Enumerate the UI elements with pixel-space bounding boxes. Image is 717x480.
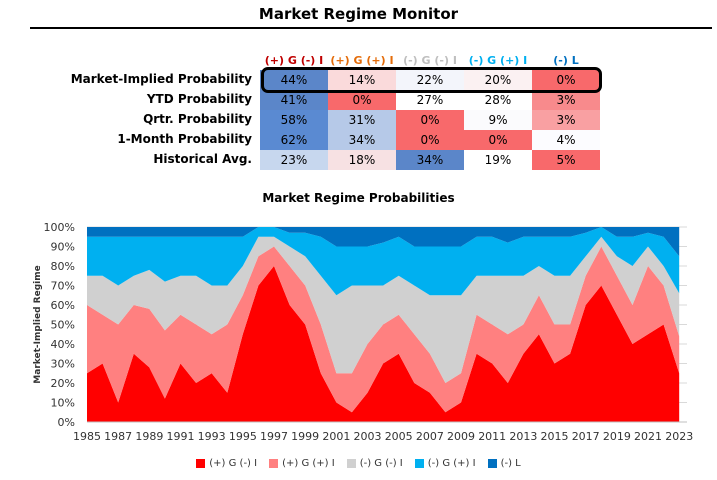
legend-label: (-) G (-) I (359, 458, 403, 469)
table-cell: 0% (396, 110, 464, 130)
table-cell: 0% (532, 70, 600, 90)
row-label: 1-Month Probability (117, 132, 252, 146)
table-cell: 23% (260, 150, 328, 170)
legend-label: (+) G (+) I (282, 458, 335, 469)
y-tick-label: 30% (51, 358, 75, 371)
y-tick-label: 80% (51, 260, 75, 273)
table-cell: 20% (464, 70, 532, 90)
y-tick-label: 90% (51, 241, 75, 254)
x-tick-label: 2009 (447, 430, 475, 443)
area-series-0 (87, 266, 680, 422)
table-cell: 62% (260, 130, 328, 150)
legend-item: (-) L (487, 458, 521, 469)
table-cell: 9% (464, 110, 532, 130)
column-header: (+) G (-) I (264, 54, 324, 67)
legend-item: (+) G (-) I (196, 458, 257, 469)
page-title: Market Regime Monitor (258, 5, 459, 23)
row-label: YTD Probability (146, 92, 252, 106)
table-cell: 34% (328, 130, 396, 150)
y-tick-label: 10% (51, 397, 75, 410)
x-tick-label: 2015 (541, 430, 569, 443)
table-cell: 0% (464, 130, 532, 150)
table-cell: 5% (532, 150, 600, 170)
chart-legend: (+) G (-) I (+) G (+) I (-) G (-) I (-) G (… (0, 458, 717, 469)
legend-label: (+) G (-) I (209, 458, 258, 469)
legend-item: (-) G (+) I (414, 458, 476, 469)
x-tick-label: 2005 (385, 430, 413, 443)
row-label: Market-Implied Probability (70, 72, 252, 86)
x-tick-label: 1987 (104, 430, 132, 443)
y-tick-label: 100% (44, 221, 75, 234)
y-tick-label: 20% (51, 377, 75, 390)
x-tick-label: 2021 (634, 430, 662, 443)
table-cell: 58% (260, 110, 328, 130)
y-tick-label: 50% (51, 319, 75, 332)
legend-item: (-) G (-) I (346, 458, 403, 469)
legend-label: (-) G (+) I (427, 458, 476, 469)
table-cell: 0% (328, 90, 396, 110)
legend-swatch (196, 459, 206, 468)
x-tick-label: 2019 (603, 430, 631, 443)
y-axis-label: Market-Implied Regime (33, 265, 43, 383)
title-underline (30, 27, 712, 29)
table-cell: 34% (396, 150, 464, 170)
table-cell: 31% (328, 110, 396, 130)
y-tick-label: 0% (58, 416, 75, 429)
y-tick-label: 70% (51, 280, 75, 293)
area-series-4 (87, 227, 680, 257)
x-tick-label: 2011 (478, 430, 506, 443)
x-tick-label: 1991 (167, 430, 195, 443)
chart-title: Market Regime Probabilities (262, 191, 455, 205)
table-cell: 18% (328, 150, 396, 170)
table-cell: 4% (532, 130, 600, 150)
area-series-3 (87, 227, 680, 296)
x-tick-label: 1995 (229, 430, 257, 443)
table-cell: 3% (532, 110, 600, 130)
table-cell: 19% (464, 150, 532, 170)
legend-swatch (487, 459, 497, 468)
legend-swatch (414, 459, 424, 468)
table-cell: 28% (464, 90, 532, 110)
x-tick-label: 2007 (416, 430, 444, 443)
column-header: (-) L (553, 54, 579, 67)
table-cell: 27% (396, 90, 464, 110)
row-label: Qrtr. Probability (143, 112, 252, 126)
x-tick-label: 1989 (135, 430, 163, 443)
row-label: Historical Avg. (153, 152, 252, 166)
legend-swatch (346, 459, 356, 468)
legend-item: (+) G (+) I (269, 458, 335, 469)
x-tick-label: 1985 (73, 430, 101, 443)
x-tick-label: 1999 (291, 430, 319, 443)
x-tick-label: 1993 (198, 430, 226, 443)
table-cell: 41% (260, 90, 328, 110)
table-cell: 22% (396, 70, 464, 90)
table-cell: 0% (396, 130, 464, 150)
column-header: (-) G (-) I (403, 54, 457, 67)
table-cell: 44% (260, 70, 328, 90)
y-tick-label: 40% (51, 338, 75, 351)
market-implied-highlight-box (261, 67, 602, 93)
x-tick-label: 2023 (665, 430, 693, 443)
x-tick-label: 1997 (260, 430, 288, 443)
table-cell: 14% (328, 70, 396, 90)
y-tick-label: 60% (51, 299, 75, 312)
x-tick-label: 2001 (322, 430, 350, 443)
column-header: (-) G (+) I (468, 54, 528, 67)
x-tick-label: 2013 (509, 430, 537, 443)
area-series-2 (87, 236, 680, 383)
column-header: (+) G (+) I (330, 54, 394, 67)
regime-area-chart: 0%10%20%30%40%50%60%70%80%90%100%1985 198… (33, 221, 693, 443)
legend-label: (-) L (500, 458, 521, 469)
x-tick-label: 2003 (354, 430, 382, 443)
legend-swatch (269, 459, 279, 468)
x-tick-label: 2017 (572, 430, 600, 443)
area-series-1 (87, 246, 680, 413)
table-cell: 3% (532, 90, 600, 110)
